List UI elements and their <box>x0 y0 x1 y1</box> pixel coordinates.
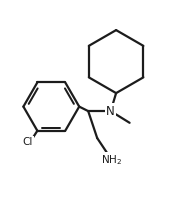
Text: N: N <box>106 105 115 118</box>
Text: Cl: Cl <box>23 137 33 147</box>
Text: NH$_2$: NH$_2$ <box>101 153 122 167</box>
